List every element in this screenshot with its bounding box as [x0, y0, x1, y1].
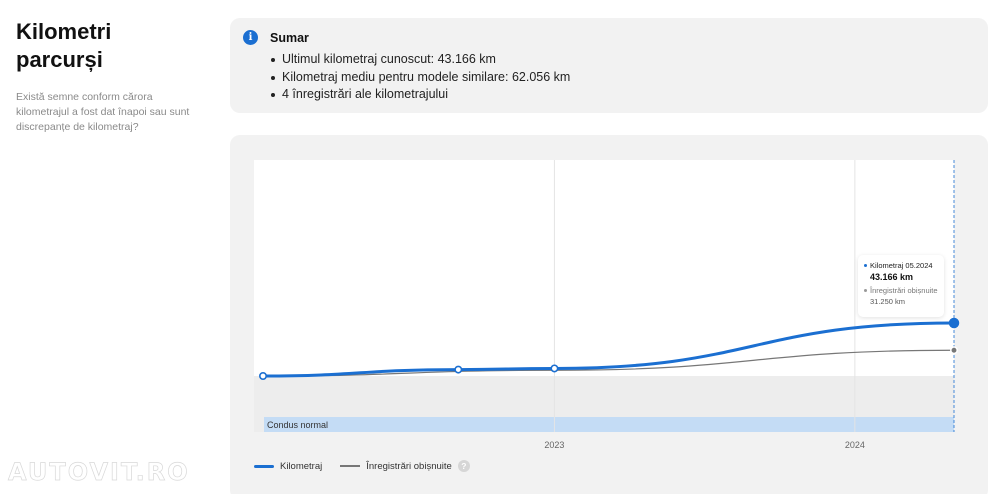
tooltip-label-average: Înregistrări obișnuite: [870, 286, 938, 295]
chart-legend: Kilometraj Înregistrări obișnuite ?: [254, 460, 488, 472]
normal-driving-band: [264, 417, 954, 432]
watermark-logo: AUTOVIT.RO: [8, 458, 190, 487]
tooltip-value-mileage: 43.166 km: [870, 272, 914, 282]
mileage-point[interactable]: [550, 364, 559, 373]
summary-list: Ultimul kilometraj cunoscut: 43.166 km K…: [270, 51, 570, 104]
data-points[interactable]: [259, 317, 960, 381]
x-tick-label: 2023: [544, 440, 564, 450]
legend-swatch-blue: [254, 464, 274, 468]
series-line-average: [263, 349, 955, 377]
average-point[interactable]: [950, 346, 958, 355]
summary-item: Ultimul kilometraj cunoscut: 43.166 km: [270, 51, 570, 69]
band-label: Condus normal: [267, 420, 328, 430]
legend-swatch-gray: [340, 465, 361, 467]
section-title: Kilometri parcurși: [16, 19, 112, 72]
summary-title: Sumar: [270, 31, 309, 45]
summary-item: 4 înregistrări ale kilometrajului: [270, 86, 570, 104]
tooltip-value-average: 31.250 km: [870, 297, 906, 306]
legend-label: Înregistrări obișnuite: [366, 460, 452, 472]
x-tick-label: 2024: [845, 440, 865, 450]
section-header: Kilometri parcurși Există semne conform …: [16, 18, 216, 135]
legend-label: Kilometraj: [280, 460, 323, 472]
summary-panel: i Sumar Ultimul kilometraj cunoscut: 43.…: [230, 18, 988, 113]
info-icon: i: [243, 30, 258, 45]
tooltip-label-mileage: Kilometraj 05.2024: [870, 261, 933, 270]
mileage-chart-card: Condus normal 2023 2024 Kilometraj 05.202…: [230, 135, 988, 494]
grid-lines: [553, 160, 856, 432]
mileage-chart: Condus normal 2023 2024: [254, 160, 960, 450]
section-description: Există semne conform cărora kilometrajul…: [16, 91, 190, 133]
mileage-point[interactable]: [259, 372, 268, 381]
x-axis-ticks: 2023 2024: [544, 440, 864, 450]
mileage-point[interactable]: [948, 317, 960, 329]
summary-item: Kilometraj mediu pentru modele similare:…: [270, 69, 570, 87]
mileage-point[interactable]: [454, 365, 463, 374]
legend-item-average[interactable]: Înregistrări obișnuite ?: [340, 460, 470, 472]
chart-tooltip: Kilometraj 05.2024 43.166 km Înregistrăr…: [858, 255, 944, 317]
help-icon[interactable]: ?: [457, 460, 470, 472]
average-dot-icon: [864, 289, 867, 292]
mileage-dot-icon: [864, 264, 867, 267]
series-line-mileage: [261, 321, 956, 378]
legend-item-mileage[interactable]: Kilometraj: [254, 461, 322, 472]
